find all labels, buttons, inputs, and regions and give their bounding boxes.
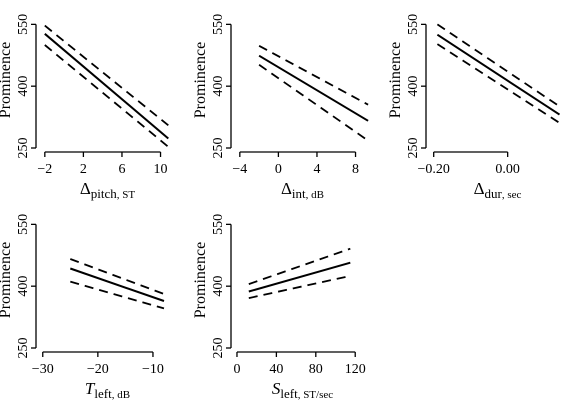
y-tick-label: 250	[16, 338, 31, 359]
series-line-lower	[258, 64, 369, 142]
x-axis-label: Tleft, dB	[85, 379, 130, 401]
x-tick-label: −10	[142, 362, 164, 377]
x-tick-label: 0	[275, 162, 282, 177]
series-line-lower	[248, 275, 351, 299]
y-tick-label: 550	[211, 14, 226, 35]
series-line-upper	[44, 24, 169, 127]
y-tick-label: 550	[16, 14, 31, 35]
series-line-upper	[69, 258, 165, 295]
y-axis-label: Prominence	[0, 242, 14, 318]
x-axis-label: Δpitch, ST	[80, 179, 136, 201]
x-tick-label: 0	[233, 362, 240, 377]
x-tick-label: 8	[352, 162, 359, 177]
x-axis-label-unit: , sec	[502, 189, 522, 201]
series-line-fit	[436, 33, 561, 116]
y-tick-label: 400	[406, 76, 421, 97]
series-line-fit	[248, 261, 351, 293]
x-axis-label-unit: , ST/sec	[298, 389, 334, 401]
x-axis-label-unit: , dB	[306, 189, 324, 201]
x-tick-label: 10	[154, 162, 168, 177]
series-line-lower	[70, 280, 165, 310]
x-axis-label-symbol: Δ	[474, 179, 485, 198]
y-tick-label: 250	[211, 138, 226, 159]
x-tick-label: 6	[118, 162, 125, 177]
x-axis-label-subscript: left	[94, 386, 112, 401]
x-axis-label-subscript: dur	[485, 186, 503, 201]
series-line-lower	[44, 44, 169, 148]
y-axis-label: Prominence	[192, 242, 209, 318]
x-axis-label-symbol: S	[272, 379, 281, 398]
y-tick-label: 400	[16, 76, 31, 97]
x-tick-label: 4	[313, 162, 320, 177]
y-tick-label: 550	[211, 214, 226, 235]
x-axis-label-subscript: pitch	[91, 186, 117, 201]
series-line-upper	[436, 23, 561, 108]
x-tick-label: 2	[80, 162, 87, 177]
y-tick-label: 250	[16, 138, 31, 159]
x-axis-label: Δdur, sec	[474, 179, 522, 201]
x-tick-label: 80	[309, 362, 323, 377]
x-axis-label-symbol: Δ	[80, 179, 91, 198]
y-tick-label: 550	[16, 214, 31, 235]
series-line-fit	[44, 33, 169, 140]
y-tick-label: 250	[406, 138, 421, 159]
series-line-fit	[69, 267, 165, 302]
x-tick-label: 120	[345, 362, 366, 377]
x-tick-label: −20	[87, 362, 109, 377]
y-axis-label: Prominence	[192, 42, 209, 118]
x-tick-label: −30	[32, 362, 54, 377]
x-axis-label-subscript: left	[280, 386, 298, 401]
x-axis-label-symbol: T	[85, 379, 96, 398]
series-line-lower	[436, 43, 560, 124]
x-axis-label: Δint, dB	[281, 179, 324, 201]
series-line-upper	[248, 247, 351, 285]
series-line-upper	[258, 45, 369, 106]
y-tick-label: 550	[406, 14, 421, 35]
y-axis-label: Prominence	[0, 42, 14, 118]
x-tick-label: 40	[269, 362, 283, 377]
y-axis-label: Prominence	[387, 42, 404, 118]
x-axis-label-unit: , ST	[117, 189, 136, 201]
series-line-fit	[258, 54, 369, 122]
y-tick-label: 250	[211, 338, 226, 359]
y-tick-label: 400	[211, 276, 226, 297]
x-tick-label: −0.20	[417, 162, 449, 177]
x-axis-label-subscript: int	[292, 186, 306, 201]
x-axis-label-symbol: Δ	[281, 179, 292, 198]
x-tick-label: −4	[232, 162, 247, 177]
y-tick-label: 400	[211, 76, 226, 97]
x-tick-label: 0.00	[495, 162, 520, 177]
y-tick-label: 400	[16, 276, 31, 297]
x-tick-label: −2	[37, 162, 52, 177]
x-axis-label: Sleft, ST/sec	[272, 379, 333, 401]
x-axis-label-unit: , dB	[112, 389, 130, 401]
